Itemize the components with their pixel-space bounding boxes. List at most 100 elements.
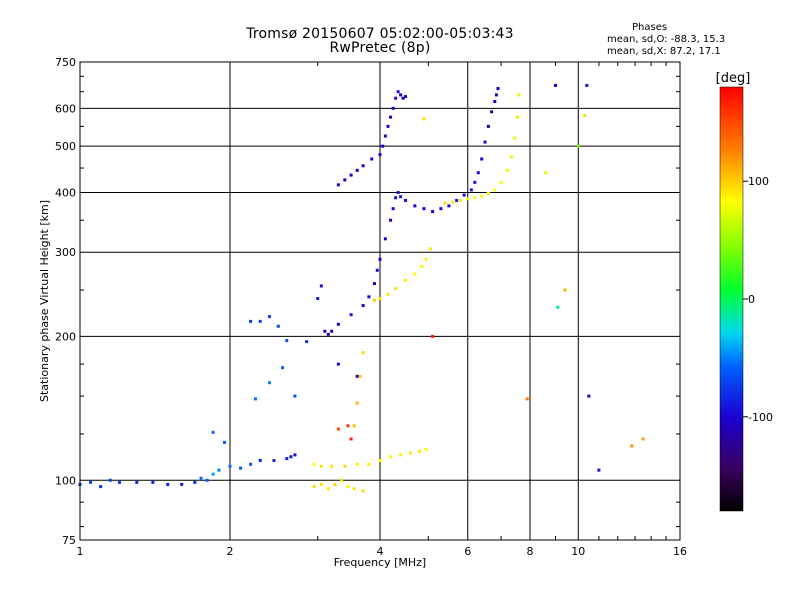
data-point: [378, 297, 382, 301]
data-point: [326, 332, 330, 336]
x-axis-label: Frequency [MHz]: [334, 556, 426, 569]
y-tick-label: 300: [55, 246, 76, 259]
data-point: [326, 487, 330, 491]
colorbar-tick-label: 0: [748, 293, 755, 306]
data-point: [396, 90, 400, 94]
data-point: [378, 257, 382, 261]
x-tick-label: 6: [464, 545, 471, 558]
data-point: [305, 340, 309, 344]
data-point: [462, 193, 466, 197]
data-point: [373, 298, 377, 302]
data-point: [346, 424, 350, 428]
chart-title-line1: Tromsø 20150607 05:02:00-05:03:43: [246, 26, 514, 42]
data-point: [336, 362, 340, 366]
y-tick-label: 400: [55, 186, 76, 199]
data-point: [391, 207, 395, 211]
colorbar-tick-label: 100: [748, 175, 769, 188]
colorbar-unit-label: [deg]: [716, 71, 751, 86]
data-point: [513, 136, 517, 140]
y-tick-label: 75: [62, 534, 76, 547]
data-point: [585, 83, 589, 87]
data-point: [289, 455, 293, 459]
x-axis-ticks: 1 2 4 6 8 10 16: [77, 62, 687, 558]
data-point: [394, 286, 398, 290]
data-point: [396, 190, 400, 194]
data-point: [99, 485, 103, 489]
plot-frame: [79, 61, 681, 541]
data-point: [383, 134, 387, 138]
data-point: [424, 447, 428, 451]
data-point: [389, 218, 393, 222]
data-point: [394, 196, 398, 200]
data-point: [422, 117, 426, 121]
data-point: [361, 351, 365, 355]
data-point: [587, 394, 591, 398]
data-point: [505, 168, 509, 172]
data-point: [483, 140, 487, 144]
x-tick-label: 4: [377, 545, 384, 558]
data-point: [346, 485, 350, 489]
data-point: [403, 198, 407, 202]
data-point: [525, 397, 529, 401]
data-point: [319, 284, 323, 288]
data-point: [469, 188, 473, 192]
data-point: [486, 124, 490, 128]
data-point: [349, 437, 353, 441]
data-point: [211, 472, 215, 476]
data-point: [439, 207, 443, 211]
data-point: [223, 440, 227, 444]
data-point: [293, 453, 297, 457]
data-point: [352, 424, 356, 428]
data-point: [515, 115, 519, 119]
chart-title-line2: RwPretec (8p): [329, 40, 431, 56]
colorbar-tick-label: -100: [748, 411, 773, 424]
data-point: [391, 106, 395, 110]
data-point: [583, 113, 587, 117]
data-point: [510, 155, 514, 159]
data-point: [455, 198, 459, 202]
data-point: [117, 480, 121, 484]
data-point: [370, 157, 374, 161]
data-point: [403, 278, 407, 282]
data-point: [480, 194, 484, 198]
data-point: [428, 247, 432, 251]
data-point: [451, 200, 455, 204]
data-point: [389, 115, 393, 119]
data-point: [293, 394, 297, 398]
data-point: [258, 319, 262, 323]
data-point: [355, 374, 359, 378]
data-point: [422, 207, 426, 211]
data-point: [151, 480, 155, 484]
y-tick-label: 600: [55, 102, 76, 115]
data-point: [205, 478, 209, 482]
data-point: [378, 153, 382, 157]
data-point: [211, 430, 215, 434]
data-point: [228, 464, 232, 468]
data-point: [403, 95, 407, 99]
data-point: [443, 201, 447, 205]
data-point: [281, 366, 285, 370]
data-point: [249, 319, 253, 323]
data-point: [490, 110, 494, 114]
grid-lines: [80, 62, 680, 540]
data-point: [323, 329, 327, 333]
y-tick-label: 750: [55, 56, 76, 69]
data-point: [420, 265, 424, 269]
data-point: [553, 83, 557, 87]
phase-colorbar: [719, 86, 744, 512]
data-point: [381, 144, 385, 148]
colorbar-ticks: 100 0 -100: [743, 175, 773, 424]
data-point: [333, 482, 337, 486]
data-point: [466, 197, 470, 201]
data-point: [267, 381, 271, 385]
data-point: [431, 334, 435, 338]
data-point: [193, 480, 197, 484]
data-point: [316, 297, 320, 301]
data-point: [630, 444, 634, 448]
data-point: [556, 305, 560, 309]
data-point: [336, 427, 340, 431]
data-point: [239, 466, 243, 470]
data-point: [413, 272, 417, 276]
data-point: [199, 476, 203, 480]
